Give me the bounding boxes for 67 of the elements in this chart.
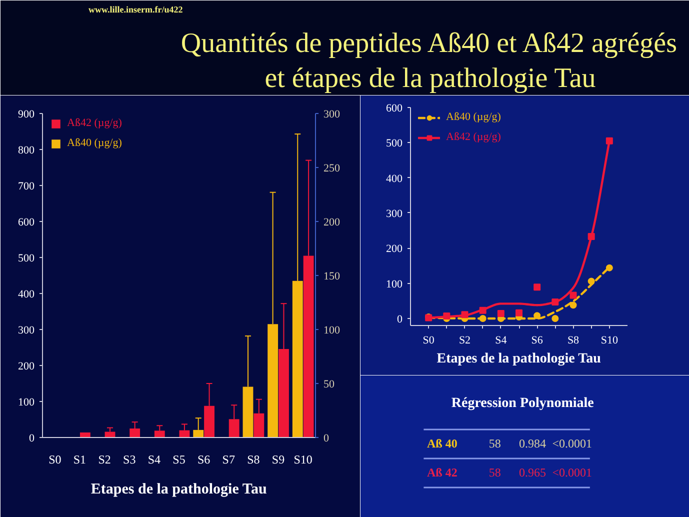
text: Régression Polynomiale — [451, 396, 594, 411]
legend-label: Aß40 (µg/g) — [67, 137, 122, 149]
x-tick-label: S9 — [272, 452, 285, 466]
point — [534, 312, 541, 320]
y2-tick-label: 300 — [324, 108, 340, 120]
x-tick-label: S8 — [567, 334, 580, 346]
legend-label: Aß40 (µg/g) — [446, 111, 501, 123]
text: Quantités de peptides Aß40 et Aß42 agrégés et étapes de la pathologie Tau — [180, 28, 678, 94]
x-tick-label: S10 — [600, 334, 618, 346]
y-tick-label: 500 — [18, 252, 35, 264]
bar — [80, 432, 90, 438]
y-tick-label: 400 — [18, 288, 35, 300]
x-tick-label: S0 — [422, 334, 435, 346]
y-tick-label: 400 — [386, 172, 403, 185]
x-tick-label: S4 — [148, 452, 161, 466]
text: <0.0001 — [552, 436, 592, 450]
text: Aß 40 — [426, 436, 458, 450]
x-tick-label: S6 — [197, 452, 210, 466]
point — [516, 309, 522, 316]
x-tick-label: S8 — [247, 452, 260, 466]
x-tick-label: S5 — [172, 452, 186, 466]
y-tick-label: 200 — [386, 243, 403, 256]
x-tick-label: S2 — [98, 452, 111, 466]
legend-label: Aß42 (µg/g) — [446, 131, 501, 143]
y2-tick-label: 250 — [324, 162, 340, 174]
point — [570, 292, 577, 299]
y-tick-label: 600 — [18, 216, 35, 228]
x-axis-title: Etapes de la pathologie Tau — [90, 482, 267, 498]
y-tick-label: 600 — [386, 102, 403, 114]
y-tick-label: 300 — [18, 324, 35, 336]
legend-label: Aß42 (µg/g) — [67, 117, 122, 129]
text: 0.984 — [519, 436, 546, 450]
x-axis-title: Etapes de la pathologie Tau — [436, 352, 602, 366]
x-tick-label: S3 — [123, 452, 136, 466]
x-tick-label: S6 — [531, 334, 544, 346]
y-tick-label: 300 — [386, 208, 403, 220]
text: www.lille.inserm.fr/u422 — [88, 4, 184, 14]
y-tick-label: 900 — [18, 108, 35, 120]
point — [497, 310, 504, 318]
point — [570, 302, 577, 309]
point — [534, 284, 541, 291]
text: <0.0001 — [552, 466, 592, 480]
point — [552, 314, 559, 322]
x-tick-label: S7 — [222, 452, 235, 466]
x-tick-label: S2 — [458, 334, 471, 346]
bar — [104, 432, 116, 438]
y-tick-label: 700 — [18, 180, 35, 192]
y-tick-label: 500 — [386, 138, 403, 150]
y-tick-label: 800 — [18, 144, 35, 156]
x-tick-label: S10 — [294, 452, 312, 466]
text: 0.965 — [519, 466, 546, 480]
x-tick-label: S1 — [73, 452, 86, 466]
x-tick-label: S0 — [48, 452, 62, 466]
y-tick-label: 100 — [18, 396, 35, 408]
y-tick-label: 200 — [18, 360, 35, 372]
y2-tick-label: 200 — [324, 216, 340, 228]
y-tick-label: 100 — [386, 278, 403, 290]
text: 58 — [488, 466, 501, 480]
y2-tick-label: 100 — [324, 324, 340, 336]
y-tick-label: 0 — [397, 313, 403, 326]
text: Aß 42 — [426, 466, 458, 480]
y2-tick-label: 150 — [324, 270, 340, 282]
text: 58 — [488, 436, 501, 450]
y2-tick-label: 50 — [324, 378, 335, 390]
x-tick-label: S4 — [495, 334, 508, 346]
y2-tick-label: 0 — [324, 432, 330, 444]
y-tick-label: 0 — [29, 432, 35, 444]
